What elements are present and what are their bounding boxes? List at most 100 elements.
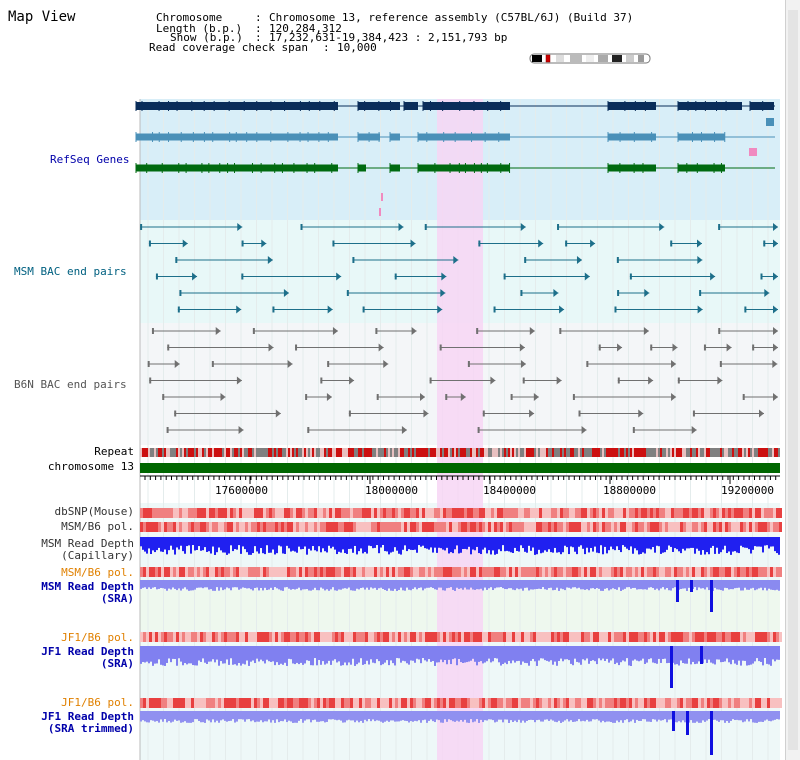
msm-sra-depth-bar [628, 580, 630, 588]
dbsnp-heat-cell [719, 508, 722, 518]
dbsnp-heat-cell [248, 508, 251, 518]
msm-sra-depth-bar [434, 580, 436, 590]
b6n-bac-end-marker [151, 328, 154, 334]
jf1-pol2-heat-cell [416, 698, 419, 708]
msm-capillary-depth-bar [452, 537, 454, 554]
jf1-sra-depth-bar [292, 646, 294, 664]
msm-sra-depth-bar [142, 580, 144, 588]
jf1-sra-depth-bar [296, 646, 298, 663]
repeat-segment [320, 448, 322, 457]
msm-sra-depth-bar-spike [676, 580, 679, 602]
jf1-pol-heat-cell [344, 632, 347, 642]
msm-pol-heat-cell [248, 522, 251, 532]
msm-sra-depth-bar [672, 580, 674, 589]
msm-capillary-depth-bar [276, 537, 278, 554]
jf1-sra-depth-bar [490, 646, 492, 663]
jf1-trimmed-depth-bar [436, 711, 438, 720]
msm-sra-depth-bar [456, 580, 458, 588]
msm-sra-depth-bar [578, 580, 580, 588]
jf1-sra-depth-bar [598, 646, 600, 659]
msm-sra-depth-bar [400, 580, 402, 588]
msm-capillary-depth-bar [234, 537, 236, 550]
msm-pol2-heat-cell [677, 567, 680, 577]
msm-capillary-depth-bar [164, 537, 166, 550]
track-label-refseq[interactable]: RefSeq Genes [50, 153, 130, 166]
msm-pol2-heat-cell [188, 567, 191, 577]
repeat-segment [462, 448, 464, 457]
dbsnp-heat-cell [224, 508, 227, 518]
dbsnp-heat-cell [230, 508, 233, 518]
msm-sra-depth-bar [684, 580, 686, 589]
msm-sra-depth-bar [240, 580, 242, 589]
jf1-pol-heat-cell [182, 632, 185, 642]
repeat-segment [144, 448, 146, 457]
jf1-pol2-heat-cell [650, 698, 653, 708]
b6n-bac-end-arrow [671, 360, 677, 368]
b6n-bac-end-marker [719, 361, 722, 367]
track-label-msm-b6-pol: MSM/B6 pol. [61, 520, 134, 533]
repeat-segment [602, 448, 604, 457]
jf1-trimmed-depth-bar [500, 711, 502, 720]
msm-capillary-depth-bar [540, 537, 542, 554]
repeat-segment [172, 448, 174, 457]
msm-pol2-heat-cell [716, 567, 719, 577]
chromosome-ideogram[interactable] [528, 52, 652, 66]
msm-capillary-depth-bar [298, 537, 300, 547]
repeat-segment [532, 448, 534, 457]
dbsnp-heat-cell [773, 508, 776, 518]
msm-capillary-depth-bar [522, 537, 524, 549]
msm-capillary-depth-bar [314, 537, 316, 551]
jf1-trimmed-depth-bar [450, 711, 452, 721]
jf1-pol2-heat-cell [143, 698, 146, 708]
jf1-sra-depth-bar [340, 646, 342, 666]
jf1-pol2-heat-cell [341, 698, 344, 708]
jf1-pol2-heat-cell [521, 698, 524, 708]
jf1-pol-heat-cell [362, 632, 365, 642]
b6n-bac-end-arrow [533, 393, 539, 401]
msm-pol-heat-cell [260, 522, 263, 532]
msm-pol2-heat-cell [191, 567, 194, 577]
msm-pol2-heat-cell [278, 567, 281, 577]
jf1-sra-depth-bar [222, 646, 224, 664]
jf1-sra-depth-bar [310, 646, 312, 666]
msm-pol-heat-cell [224, 522, 227, 532]
msm-pol-heat-cell [299, 522, 302, 532]
msm-pol2-heat-cell [512, 567, 515, 577]
msm-pol-heat-cell [359, 522, 362, 532]
scrollbar-thumb[interactable] [788, 10, 798, 750]
jf1-pol-heat-cell [485, 632, 488, 642]
msm-sra-depth-bar [510, 580, 512, 589]
repeat-segment [604, 448, 606, 457]
dbsnp-heat-cell [209, 508, 212, 518]
vertical-scrollbar[interactable] [785, 0, 800, 760]
track-label-msm-bac[interactable]: MSM BAC end pairs [14, 265, 127, 278]
jf1-pol-heat-cell [416, 632, 419, 642]
msm-pol-heat-cell [350, 522, 353, 532]
dbsnp-heat-cell [455, 508, 458, 518]
jf1-sra-depth-bar [260, 646, 262, 660]
msm-capillary-depth-bar [574, 537, 576, 552]
msm-bac-end-marker [179, 290, 182, 296]
msm-capillary-depth-bar [684, 537, 686, 551]
msm-sra-depth-bar [178, 580, 180, 589]
repeat-segment [410, 448, 412, 457]
jf1-trimmed-depth-bar [224, 711, 226, 721]
msm-pol2-heat-cell [683, 567, 686, 577]
track-label-b6n-bac[interactable]: B6N BAC end pairs [14, 378, 127, 391]
jf1-pol-heat-cell [215, 632, 218, 642]
dbsnp-heat-cell [530, 508, 533, 518]
repeat-segment [276, 448, 278, 457]
msm-pol-heat-cell [767, 522, 770, 532]
msm-capillary-depth-bar [654, 537, 656, 553]
msm-capillary-depth-bar [174, 537, 176, 555]
dbsnp-heat-cell [524, 508, 527, 518]
msm-pol-heat-cell [722, 522, 725, 532]
jf1-sra-depth-bar [522, 646, 524, 662]
jf1-sra-depth-bar [654, 646, 656, 664]
b6n-bac-end-arrow [529, 327, 535, 335]
msm-pol-heat-cell [206, 522, 209, 532]
jf1-pol2-heat-cell [491, 698, 494, 708]
jf1-sra-depth-bar [482, 646, 484, 664]
msm-sra-depth-bar [506, 580, 508, 590]
jf1-trimmed-depth-bar [690, 711, 692, 721]
